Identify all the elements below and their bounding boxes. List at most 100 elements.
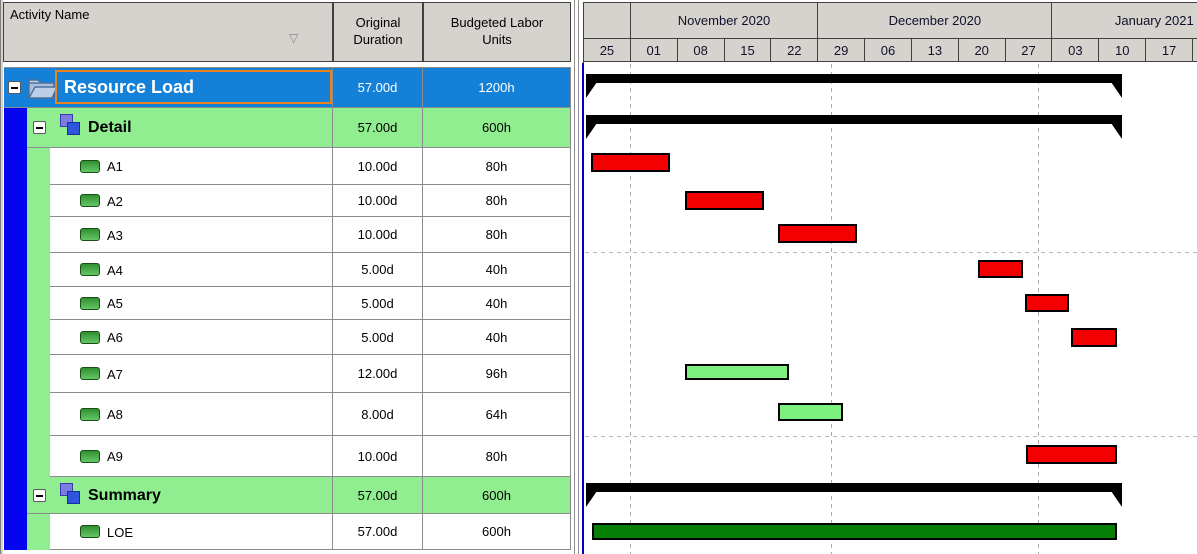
- task-bar-a6[interactable]: [1071, 328, 1117, 347]
- row-a8-name: A8: [107, 407, 123, 422]
- row-a8-duration-cell[interactable]: 8.00d: [333, 393, 423, 436]
- row-loe-duration-cell[interactable]: 57.00d: [333, 514, 423, 550]
- row-resource-load-name: Resource Load: [64, 77, 195, 97]
- row-a4-name: A4: [107, 262, 123, 278]
- timeline-month-december-2020[interactable]: December 2020: [817, 2, 1052, 38]
- row-a6-duration-cell[interactable]: 5.00d: [333, 320, 423, 355]
- row-resource-load-units-cell[interactable]: 1200h: [423, 67, 571, 108]
- row-a2-name: A2: [107, 193, 123, 209]
- activity-icon-a9: [80, 450, 100, 463]
- timeline-week-29[interactable]: 29: [817, 38, 865, 62]
- row-a2-duration-cell[interactable]: 10.00d: [333, 185, 423, 217]
- row-loe-name-cell[interactable]: [50, 514, 333, 550]
- row-a5-units-cell[interactable]: 40h: [423, 287, 571, 320]
- timeline-week-03[interactable]: 03: [1051, 38, 1099, 62]
- column-header-original-duration[interactable]: Original Duration: [333, 2, 423, 62]
- row-a6-units-cell[interactable]: 40h: [423, 320, 571, 355]
- row-gridline-1: [585, 436, 1197, 437]
- task-bar-a3[interactable]: [778, 224, 857, 243]
- row-a1-units-cell[interactable]: 80h: [423, 148, 571, 185]
- wbs-band-green-summary: [27, 514, 50, 550]
- timeline-week-10[interactable]: 10: [1098, 38, 1146, 62]
- summary-bar-resource-load-start-endpoint: [586, 82, 597, 98]
- row-a5-duration-cell[interactable]: 5.00d: [333, 287, 423, 320]
- row-a1-duration-cell[interactable]: 10.00d: [333, 148, 423, 185]
- summary-bar-summary-finish-endpoint: [1111, 491, 1122, 507]
- expand-collapse-box-summary[interactable]: [33, 489, 46, 502]
- column-header-activity-name-label: Activity Name: [10, 7, 90, 22]
- timeline-week-06[interactable]: 06: [864, 38, 911, 62]
- task-bar-a5[interactable]: [1025, 294, 1069, 312]
- row-a4-units-cell[interactable]: 40h: [423, 253, 571, 287]
- row-resource-load-duration-cell[interactable]: 57.00d: [333, 67, 423, 108]
- row-loe-units-cell[interactable]: 600h: [423, 514, 571, 550]
- row-a3-duration-cell[interactable]: 10.00d: [333, 217, 423, 253]
- wbs-icon-front-summary: [67, 491, 80, 504]
- timeline-week-blank[interactable]: [1192, 38, 1197, 62]
- activity-icon-a2: [80, 194, 100, 207]
- row-a8-units-cell[interactable]: 64h: [423, 393, 571, 436]
- summary-bar-detail-start-endpoint: [586, 123, 597, 139]
- task-bar-loe[interactable]: [592, 523, 1117, 540]
- timeline-month-blank[interactable]: [583, 2, 630, 38]
- splitter-line-1[interactable]: [574, 0, 575, 554]
- task-bar-a4[interactable]: [978, 260, 1023, 278]
- timeline-month-january-2021[interactable]: January 2021: [1051, 2, 1197, 38]
- timeline-week-20[interactable]: 20: [957, 38, 1005, 62]
- row-a3-units-cell[interactable]: 80h: [423, 217, 571, 253]
- expand-collapse-box-resource-load[interactable]: [8, 81, 21, 94]
- row-a9-duration-cell[interactable]: 10.00d: [333, 436, 423, 477]
- row-a9-units-cell[interactable]: 80h: [423, 436, 571, 477]
- row-a7-units-cell[interactable]: 96h: [423, 355, 571, 393]
- summary-bar-summary-start-endpoint: [586, 491, 597, 507]
- timeline-month-november-2020[interactable]: November 2020: [629, 2, 818, 38]
- project-folder-icon: [26, 74, 59, 101]
- row-summary-name: Summary: [88, 486, 161, 504]
- project-band-blue: [4, 108, 27, 550]
- timeline-week-25[interactable]: 25: [583, 38, 630, 62]
- row-a9-name: A9: [107, 449, 123, 464]
- summary-bar-summary[interactable]: [586, 483, 1122, 492]
- task-bar-a7[interactable]: [685, 364, 789, 380]
- task-bar-a9[interactable]: [1026, 445, 1117, 464]
- timeline-week-01[interactable]: 01: [629, 38, 677, 62]
- row-a3-name: A3: [107, 227, 123, 243]
- row-detail-name: Detail: [88, 119, 132, 136]
- column-header-budgeted-labor-units[interactable]: Budgeted Labor Units: [423, 2, 571, 62]
- column-header-original-duration-label: Original Duration: [353, 15, 403, 47]
- row-loe-name: LOE: [107, 524, 134, 540]
- column-header-budgeted-labor-units-label: Budgeted Labor Units: [450, 15, 544, 47]
- timeline-week-17[interactable]: 17: [1145, 38, 1192, 62]
- task-bar-a2[interactable]: [685, 191, 764, 210]
- row-a2-units-cell[interactable]: 80h: [423, 185, 571, 217]
- row-resource-load-name-cell[interactable]: [4, 67, 333, 108]
- timeline-week-22[interactable]: 22: [770, 38, 818, 62]
- row-summary-duration-cell[interactable]: 57.00d: [333, 477, 423, 514]
- task-bar-a1[interactable]: [591, 153, 670, 172]
- filter-icon[interactable]: ▽: [289, 31, 299, 45]
- summary-bar-detail[interactable]: [586, 115, 1122, 124]
- row-detail-duration-cell[interactable]: 57.00d: [333, 108, 423, 148]
- expand-collapse-box-detail[interactable]: [33, 121, 46, 134]
- row-detail-units-cell[interactable]: 600h: [423, 108, 571, 148]
- row-a4-duration-cell[interactable]: 5.00d: [333, 253, 423, 287]
- summary-bar-resource-load[interactable]: [586, 74, 1122, 83]
- activity-icon-a1: [80, 160, 100, 173]
- row-summary-units-cell[interactable]: 600h: [423, 477, 571, 514]
- splitter-line-2[interactable]: [578, 0, 579, 554]
- wbs-band-green-detail: [27, 148, 50, 477]
- timeline-week-15[interactable]: 15: [723, 38, 771, 62]
- task-bar-a8[interactable]: [778, 403, 843, 421]
- window-left-edge-light: [1, 0, 3, 554]
- row-gridline-0: [585, 252, 1197, 253]
- column-header-activity-name[interactable]: Activity Name: [3, 2, 333, 62]
- timeline-week-27[interactable]: 27: [1004, 38, 1052, 62]
- selection-border: [55, 70, 332, 104]
- timeline-week-13[interactable]: 13: [910, 38, 958, 62]
- activity-icon-loe: [80, 525, 100, 538]
- data-date-line: [582, 63, 584, 554]
- row-a7-duration-cell[interactable]: 12.00d: [333, 355, 423, 393]
- timeline-week-08[interactable]: 08: [676, 38, 724, 62]
- row-a6-name: A6: [107, 330, 123, 345]
